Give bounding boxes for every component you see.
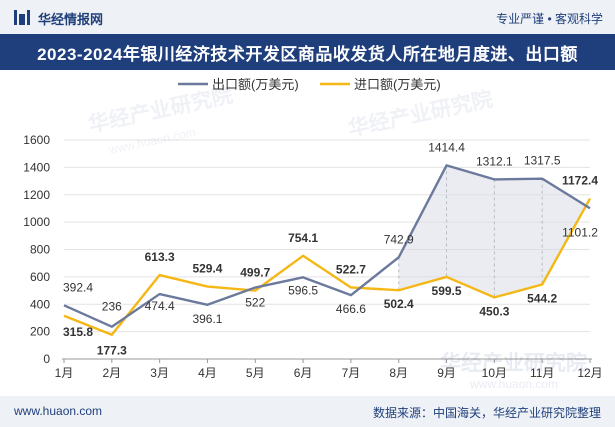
legend-label-import: 进口额(万美元) [354,77,441,92]
y-tick-label: 1600 [23,133,50,147]
y-tick-label: 200 [30,325,50,339]
export-data-label: 236 [102,300,122,314]
x-tick-label: 5月 [246,366,265,380]
import-data-label: 502.4 [384,297,414,311]
brand-logo-icon [14,10,30,25]
line-chart: 0 200 400 600 800 1000 1200 1400 1600 华经产业研究院 www.… [23,77,602,391]
import-data-label: 1172.4 [562,174,598,188]
y-tick-label: 0 [43,352,50,366]
export-data-label: 392.4 [63,280,93,294]
y-tick-label: 1000 [23,215,50,229]
export-data-label: 396.1 [192,312,222,326]
top-bar: 华经情报网 专业严谨 • 客观科学 [0,0,615,34]
export-data-label: 466.6 [336,302,366,316]
x-tick-label: 3月 [150,366,169,380]
export-data-label: 474.4 [145,299,175,313]
footer: www.huaon.com 数据来源：中国海关，华经产业研究院整理 [0,396,615,427]
legend-label-export: 出口额(万美元) [212,77,299,92]
x-tick-label: 9月 [437,366,456,380]
export-series-line [63,164,591,328]
x-tick-label: 8月 [389,366,408,380]
import-data-label: 522.7 [336,262,366,276]
import-data-label: 315.8 [63,325,93,339]
export-data-label: 1414.4 [428,140,465,154]
footer-source: 数据来源：中国海关，华经产业研究院整理 [372,406,601,420]
export-data-label: 1317.5 [524,154,561,168]
watermark-text: 华经产业研究院 [346,87,495,141]
footer-website[interactable]: www.huaon.com [14,404,103,418]
y-tick-label: 1400 [23,160,50,174]
watermark-url: www.huaon.com [469,377,558,391]
title-bar: 2023-2024年银川经济技术开发区商品收发货人所在地月度进、出口额 [0,34,615,70]
import-data-label: 529.4 [192,262,222,276]
import-data-label: 499.7 [240,266,270,280]
slogan: 专业严谨 • 客观科学 [496,12,603,26]
y-tick-label: 600 [30,270,50,284]
x-tick-label: 4月 [198,366,217,380]
x-tick-label: 11月 [530,366,554,380]
brand-name: 华经情报网 [38,12,104,27]
x-tick-label: 12月 [577,366,602,380]
y-tick-label: 1200 [23,188,50,202]
y-tick-label: 800 [30,243,50,257]
export-data-label: 596.5 [288,283,318,297]
x-tick-label: 7月 [342,366,361,380]
import-data-label: 599.5 [432,284,462,298]
x-tick-label: 6月 [294,366,313,380]
export-data-label: 1101.2 [562,225,598,239]
chart-title: 2023-2024年银川经济技术开发区商品收发货人所在地月度进、出口额 [37,44,578,64]
import-data-label: 177.3 [97,344,127,358]
export-data-label: 522 [245,296,265,310]
export-data-label: 1312.1 [476,154,513,168]
difference-band [398,165,586,298]
import-data-label: 754.1 [288,231,318,245]
watermark-text: 华经产业研究院 [440,351,587,375]
import-data-label: 544.2 [527,292,557,306]
import-data-label: 613.3 [145,250,175,264]
import-data-label: 450.3 [479,304,509,318]
y-tick-label: 400 [30,297,50,311]
x-tick-label: 2月 [102,366,121,380]
x-tick-label: 10月 [482,366,507,380]
x-tick-label: 1月 [55,366,74,380]
export-data-label: 742.9 [384,232,414,246]
import-series-line [63,197,592,336]
